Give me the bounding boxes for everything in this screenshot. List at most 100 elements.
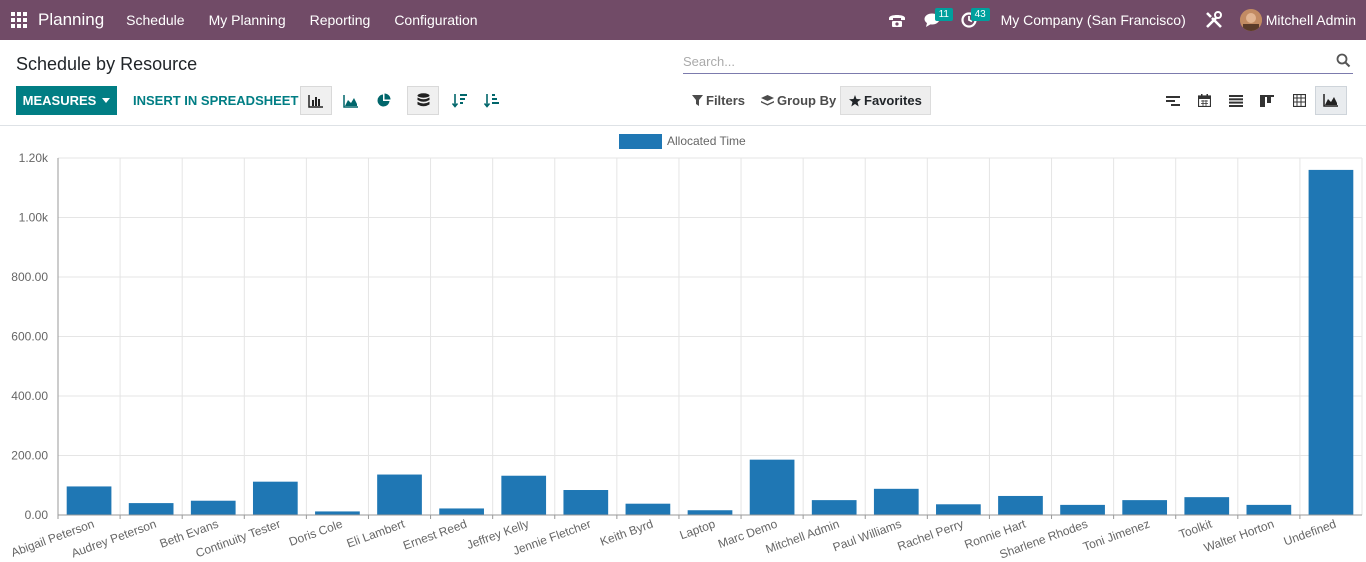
measures-button[interactable]: MEASURES <box>16 86 117 115</box>
pie-chart-button[interactable] <box>367 86 399 115</box>
page-title: Schedule by Resource <box>16 54 198 74</box>
measures-label: MEASURES <box>22 93 97 108</box>
stacked-button[interactable] <box>407 86 439 115</box>
sort-desc-button[interactable] <box>444 86 476 115</box>
phone-icon[interactable] <box>879 0 915 40</box>
chart-legend[interactable]: Allocated Time <box>619 134 746 149</box>
y-tick-label: 200.00 <box>11 449 48 463</box>
x-tick-label: Paul Williams <box>831 517 903 555</box>
view-graph-button[interactable] <box>1315 86 1347 115</box>
caret-down-icon <box>102 98 111 103</box>
bar[interactable] <box>811 500 857 515</box>
bar[interactable] <box>190 500 236 515</box>
view-calendar-button[interactable] <box>1188 86 1220 115</box>
bar[interactable] <box>936 504 981 515</box>
database-icon <box>417 93 429 107</box>
bar[interactable] <box>873 488 919 515</box>
favorites-button[interactable]: Favorites <box>840 86 931 115</box>
kanban-icon <box>1260 94 1274 107</box>
pivot-icon <box>1292 94 1306 107</box>
menu-item-schedule[interactable]: Schedule <box>126 12 185 28</box>
x-tick-label: Doris Cole <box>287 517 345 549</box>
bar[interactable] <box>1122 500 1168 515</box>
menu-item-configuration[interactable]: Configuration <box>394 12 478 28</box>
search-bar <box>683 50 1353 74</box>
group-by-label: Group By <box>777 93 837 108</box>
bar[interactable] <box>625 503 671 515</box>
x-tick-label: Eli Lambert <box>345 516 407 550</box>
bar-chart-button[interactable] <box>300 86 332 115</box>
tools-icon[interactable] <box>1196 0 1232 40</box>
bar[interactable] <box>439 508 484 515</box>
menu-item-reporting[interactable]: Reporting <box>309 12 371 28</box>
list-icon <box>1229 94 1243 107</box>
calendar-icon <box>1197 94 1211 107</box>
sort-desc-icon <box>452 94 467 108</box>
bar[interactable] <box>128 503 174 515</box>
x-tick-label: Rachel Perry <box>895 517 965 554</box>
bar[interactable] <box>315 511 360 515</box>
x-tick-label: Undefined <box>1282 517 1338 549</box>
chart-grid <box>57 157 1363 516</box>
menu-item-my-planning[interactable]: My Planning <box>208 12 286 28</box>
top-navbar: Planning Schedule My Planning Reporting … <box>0 0 1366 40</box>
activities-count-badge: 43 <box>970 8 990 21</box>
x-tick-label: Ernest Reed <box>401 517 468 553</box>
search-input[interactable] <box>683 50 1323 72</box>
y-tick-label: 1.00k <box>19 211 49 225</box>
bar[interactable] <box>998 495 1043 515</box>
y-tick-label: 800.00 <box>11 270 48 284</box>
company-switcher[interactable]: My Company (San Francisco) <box>1000 12 1186 28</box>
pie-chart-icon <box>377 93 390 107</box>
x-tick-label: Keith Byrd <box>598 517 655 549</box>
bar[interactable] <box>749 459 795 515</box>
bar-chart-icon <box>308 94 323 108</box>
line-chart-button[interactable] <box>335 86 367 115</box>
bar[interactable] <box>1060 504 1105 515</box>
x-tick-label: Laptop <box>678 517 718 543</box>
avatar[interactable] <box>1239 9 1262 31</box>
bar[interactable] <box>563 490 609 515</box>
gantt-icon <box>1166 95 1180 106</box>
graph-icon <box>1323 94 1338 107</box>
favorites-label: Favorites <box>864 93 922 108</box>
view-list-button[interactable] <box>1220 86 1252 115</box>
apps-grid-icon[interactable] <box>0 0 38 40</box>
chart-y-axis: 0.00 200.00 400.00 600.00 800.00 1.00k 1.20k <box>11 151 59 522</box>
group-by-button[interactable]: Group By <box>753 86 844 115</box>
x-tick-label: Toni Jimenez <box>1081 517 1152 554</box>
bar[interactable] <box>252 481 298 515</box>
sort-asc-icon <box>484 94 499 108</box>
clock-icon[interactable]: 43 <box>951 0 990 40</box>
view-pivot-button[interactable] <box>1283 86 1315 115</box>
layers-icon <box>761 94 774 105</box>
messages-count-badge: 11 <box>934 8 953 21</box>
y-tick-label: 600.00 <box>11 330 48 344</box>
filters-button[interactable]: Filters <box>684 86 753 115</box>
bar[interactable] <box>377 474 422 515</box>
bar[interactable] <box>66 486 112 515</box>
view-kanban-button[interactable] <box>1251 86 1283 115</box>
chart-bars <box>66 169 1354 515</box>
sort-asc-button[interactable] <box>476 86 508 115</box>
app-brand[interactable]: Planning <box>38 10 105 29</box>
legend-swatch[interactable] <box>619 134 662 149</box>
control-panel-divider <box>0 125 1366 126</box>
view-gantt-button[interactable] <box>1157 86 1189 115</box>
bar-chart: 0.00 200.00 400.00 600.00 800.00 1.00k 1.20k A… <box>9 134 1363 562</box>
insert-in-spreadsheet-button[interactable]: INSERT IN SPREADSHEET <box>133 93 299 108</box>
line-chart-icon <box>343 94 358 108</box>
user-menu[interactable]: Mitchell Admin <box>1265 12 1356 28</box>
y-tick-label: 400.00 <box>11 389 48 403</box>
bar[interactable] <box>1184 497 1230 515</box>
filters-label: Filters <box>706 93 746 108</box>
legend-label[interactable]: Allocated Time <box>667 134 746 148</box>
bar[interactable] <box>687 510 733 515</box>
bar[interactable] <box>1246 504 1292 515</box>
star-icon <box>849 94 861 106</box>
bar[interactable] <box>501 475 547 515</box>
search-icon[interactable] <box>1336 53 1351 73</box>
chat-icon[interactable]: 11 <box>915 0 953 40</box>
bar[interactable] <box>1308 169 1354 515</box>
